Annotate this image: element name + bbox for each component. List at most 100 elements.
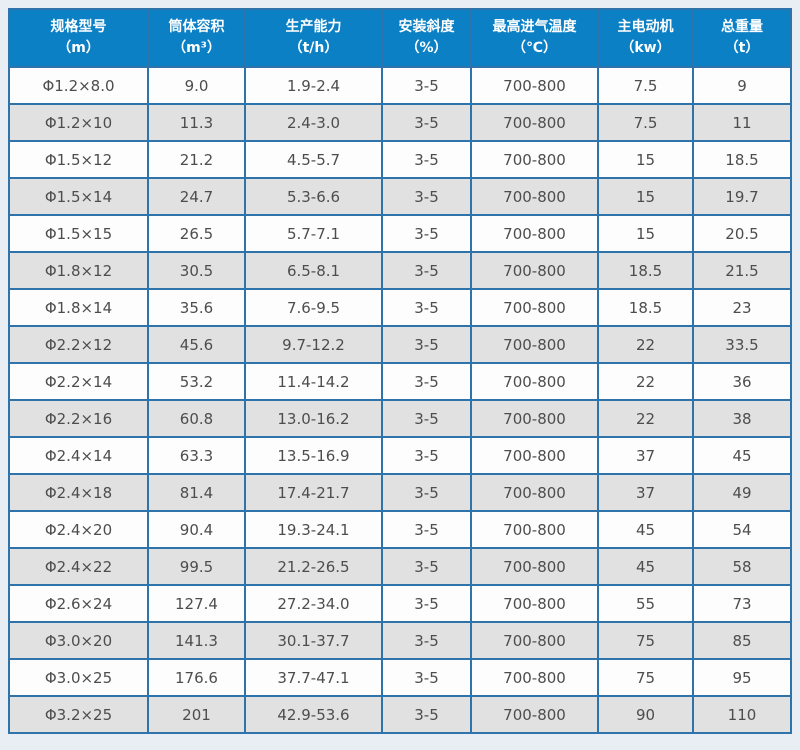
table-cell: Φ2.2×14 (8, 362, 149, 401)
header-row: 规格型号 （m） 筒体容积 （m³） 生产能力 （t/h） 安装斜度 （%） 最高进气温度 （℃）… (8, 8, 792, 68)
table-cell: 4.5-5.7 (244, 140, 383, 179)
table-cell: 81.4 (147, 473, 246, 512)
table-cell: 75 (597, 658, 694, 697)
table-cell: 63.3 (147, 436, 246, 475)
table-cell: 5.7-7.1 (244, 214, 383, 253)
table-cell: 37 (597, 473, 694, 512)
table-cell: 22 (597, 399, 694, 438)
table-cell: 700-800 (470, 214, 599, 253)
table-cell: 45.6 (147, 325, 246, 364)
table-row: Φ3.0×25 176.6 37.7-47.1 3-5 700-800 75 95 (8, 658, 792, 697)
table-cell: 11.4-14.2 (244, 362, 383, 401)
table-row: Φ2.4×20 90.4 19.3-24.1 3-5 700-800 45 54 (8, 510, 792, 549)
table-cell: 45 (597, 510, 694, 549)
table-cell: 22 (597, 325, 694, 364)
column-header-motor: 主电动机 （kw） (597, 8, 694, 68)
column-unit: （kw） (620, 40, 671, 56)
table-row: Φ1.2×10 11.3 2.4-3.0 3-5 700-800 7.5 11 (8, 103, 792, 142)
table-cell: 3-5 (381, 362, 472, 401)
table-cell: 9.7-12.2 (244, 325, 383, 364)
column-header-slope: 安装斜度 （%） (381, 8, 472, 68)
table-cell: 21.5 (692, 251, 792, 290)
table-cell: 1.9-2.4 (244, 66, 383, 105)
table-cell: Φ1.8×14 (8, 288, 149, 327)
column-header-volume: 筒体容积 （m³） (147, 8, 246, 68)
table-cell: 7.5 (597, 66, 694, 105)
table-cell: 37.7-47.1 (244, 658, 383, 697)
table-cell: 3-5 (381, 399, 472, 438)
table-cell: 24.7 (147, 177, 246, 216)
table-row: Φ1.5×12 21.2 4.5-5.7 3-5 700-800 15 18.5 (8, 140, 792, 179)
table-cell: 700-800 (470, 325, 599, 364)
table-cell: 55 (597, 584, 694, 623)
table-cell: 700-800 (470, 251, 599, 290)
table-cell: 700-800 (470, 621, 599, 660)
table-cell: 20.5 (692, 214, 792, 253)
table-cell: 3-5 (381, 547, 472, 586)
table-cell: 700-800 (470, 510, 599, 549)
table-row: Φ1.8×14 35.6 7.6-9.5 3-5 700-800 18.5 23 (8, 288, 792, 327)
table-cell: 75 (597, 621, 694, 660)
table-cell: 3-5 (381, 325, 472, 364)
spec-sheet: 规格型号 （m） 筒体容积 （m³） 生产能力 （t/h） 安装斜度 （%） 最高进气温度 （℃）… (8, 8, 792, 734)
table-cell: 5.3-6.6 (244, 177, 383, 216)
table-cell: 45 (597, 547, 694, 586)
table-cell: 6.5-8.1 (244, 251, 383, 290)
table-cell: 3-5 (381, 473, 472, 512)
table-cell: 2.4-3.0 (244, 103, 383, 142)
table-cell: 3-5 (381, 510, 472, 549)
table-row: Φ2.4×22 99.5 21.2-26.5 3-5 700-800 45 58 (8, 547, 792, 586)
table-cell: 7.5 (597, 103, 694, 142)
column-label: 筒体容积 (168, 19, 225, 35)
spec-table-header: 规格型号 （m） 筒体容积 （m³） 生产能力 （t/h） 安装斜度 （%） 最高进气温度 （℃）… (8, 8, 792, 68)
table-row: Φ3.2×25 201 42.9-53.6 3-5 700-800 90 110 (8, 695, 792, 734)
table-row: Φ2.4×14 63.3 13.5-16.9 3-5 700-800 37 45 (8, 436, 792, 475)
table-cell: 3-5 (381, 288, 472, 327)
table-cell: 700-800 (470, 695, 599, 734)
table-cell: 3-5 (381, 66, 472, 105)
table-cell: Φ2.4×20 (8, 510, 149, 549)
table-cell: 3-5 (381, 695, 472, 734)
table-cell: 18.5 (692, 140, 792, 179)
table-cell: 15 (597, 177, 694, 216)
table-cell: 33.5 (692, 325, 792, 364)
table-cell: 19.7 (692, 177, 792, 216)
table-cell: 26.5 (147, 214, 246, 253)
table-cell: 17.4-21.7 (244, 473, 383, 512)
table-cell: 19.3-24.1 (244, 510, 383, 549)
table-cell: 7.6-9.5 (244, 288, 383, 327)
table-row: Φ1.5×14 24.7 5.3-6.6 3-5 700-800 15 19.7 (8, 177, 792, 216)
table-row: Φ1.5×15 26.5 5.7-7.1 3-5 700-800 15 20.5 (8, 214, 792, 253)
table-cell: 37 (597, 436, 694, 475)
table-cell: 9 (692, 66, 792, 105)
table-cell: Φ1.5×14 (8, 177, 149, 216)
table-cell: Φ1.8×12 (8, 251, 149, 290)
table-cell: 9.0 (147, 66, 246, 105)
column-unit: （m³） (172, 40, 221, 56)
table-row: Φ2.2×12 45.6 9.7-12.2 3-5 700-800 22 33.5 (8, 325, 792, 364)
table-cell: 700-800 (470, 140, 599, 179)
table-cell: 700-800 (470, 547, 599, 586)
table-row: Φ2.2×16 60.8 13.0-16.2 3-5 700-800 22 38 (8, 399, 792, 438)
table-cell: Φ1.2×8.0 (8, 66, 149, 105)
table-cell: 3-5 (381, 436, 472, 475)
table-cell: Φ1.5×12 (8, 140, 149, 179)
table-cell: 58 (692, 547, 792, 586)
table-cell: 127.4 (147, 584, 246, 623)
table-row: Φ1.8×12 30.5 6.5-8.1 3-5 700-800 18.5 21.5 (8, 251, 792, 290)
table-cell: 54 (692, 510, 792, 549)
table-cell: Φ2.4×18 (8, 473, 149, 512)
table-cell: 22 (597, 362, 694, 401)
table-row: Φ2.2×14 53.2 11.4-14.2 3-5 700-800 22 36 (8, 362, 792, 401)
table-cell: 3-5 (381, 214, 472, 253)
column-header-spec: 规格型号 （m） (8, 8, 149, 68)
table-cell: Φ3.2×25 (8, 695, 149, 734)
table-cell: 141.3 (147, 621, 246, 660)
table-cell: 700-800 (470, 436, 599, 475)
table-cell: Φ1.2×10 (8, 103, 149, 142)
column-unit: （%） (405, 40, 448, 56)
table-cell: 21.2 (147, 140, 246, 179)
spec-table: 规格型号 （m） 筒体容积 （m³） 生产能力 （t/h） 安装斜度 （%） 最高进气温度 （℃）… (8, 8, 792, 734)
spec-table-body: Φ1.2×8.0 9.0 1.9-2.4 3-5 700-800 7.5 9 Φ1.2×10 1… (8, 66, 792, 734)
table-cell: 11.3 (147, 103, 246, 142)
